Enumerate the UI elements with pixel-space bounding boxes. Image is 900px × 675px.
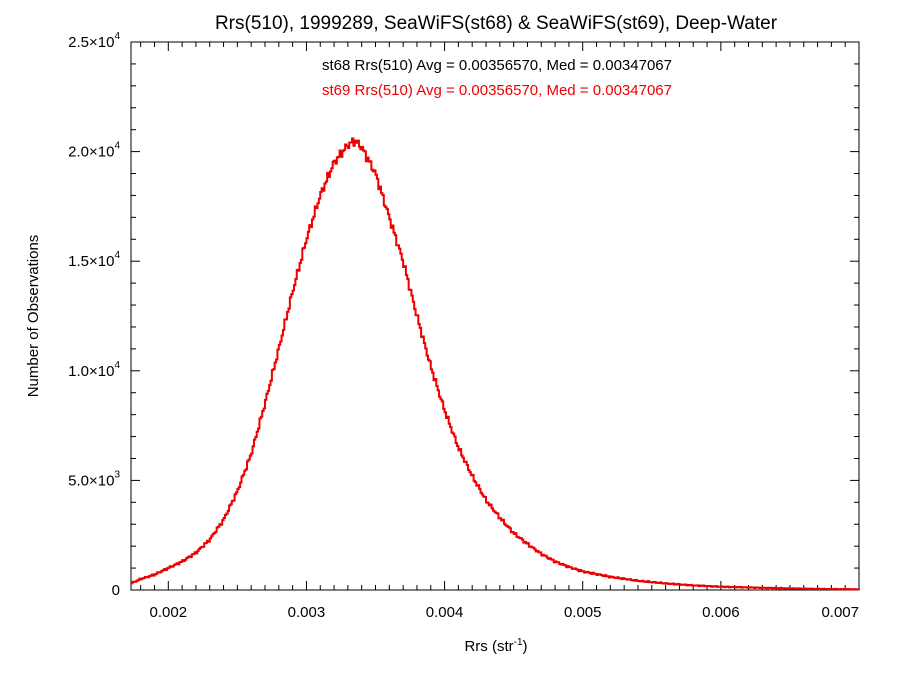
x-axis-label-close: ) [523, 638, 528, 655]
x-axis-label-sup: -1 [514, 637, 523, 648]
x-tick-label: 0.005 [564, 604, 602, 621]
x-tick-label: 0.004 [426, 604, 464, 621]
y-tick-exponent: 4 [114, 31, 120, 42]
y-tick-exponent: 4 [114, 360, 120, 371]
y-tick-label: 5.0×103 [68, 469, 120, 489]
y-tick-label: 0 [112, 582, 120, 599]
y-tick-mantissa: 2.0×10 [68, 144, 114, 161]
x-tick-label: 0.003 [288, 604, 326, 621]
plot-area-frame [130, 41, 860, 591]
y-tick-label: 1.0×104 [68, 360, 120, 380]
series-layer [131, 137, 860, 591]
y-tick-exponent: 4 [114, 141, 120, 152]
y-axis-label: Number of Observations [25, 235, 42, 398]
x-axis-label-base: Rrs (str [464, 638, 513, 655]
y-tick-label: 1.5×104 [68, 250, 120, 270]
annotation-st68: st68 Rrs(510) Avg = 0.00356570, Med = 0.… [322, 57, 672, 74]
x-axis-label: Rrs (str-1) [464, 637, 527, 655]
x-tick-label: 0.007 [821, 604, 859, 621]
annotation-st69: st69 Rrs(510) Avg = 0.00356570, Med = 0.… [322, 82, 672, 99]
y-tick-exponent: 4 [114, 250, 120, 261]
y-tick-exponent: 3 [114, 469, 120, 480]
chart-title: Rrs(510), 1999289, SeaWiFS(st68) & SeaWi… [215, 13, 778, 34]
y-tick-mantissa: 1.5×10 [68, 253, 114, 270]
x-axis-ticks: 0.002 0.003 0.004 0.005 0.006 0.007 [140, 42, 860, 621]
y-tick-label: 2.0×104 [68, 141, 120, 161]
y-tick-mantissa: 5.0×10 [68, 472, 114, 489]
y-tick-mantissa: 1.0×10 [68, 363, 114, 380]
x-tick-label: 0.002 [150, 604, 188, 621]
y-tick-mantissa: 0 [112, 582, 120, 599]
x-tick-label: 0.006 [702, 604, 740, 621]
histogram-series-line [131, 137, 860, 591]
y-tick-mantissa: 2.5×10 [68, 34, 114, 51]
y-tick-label: 2.5×104 [68, 31, 120, 51]
